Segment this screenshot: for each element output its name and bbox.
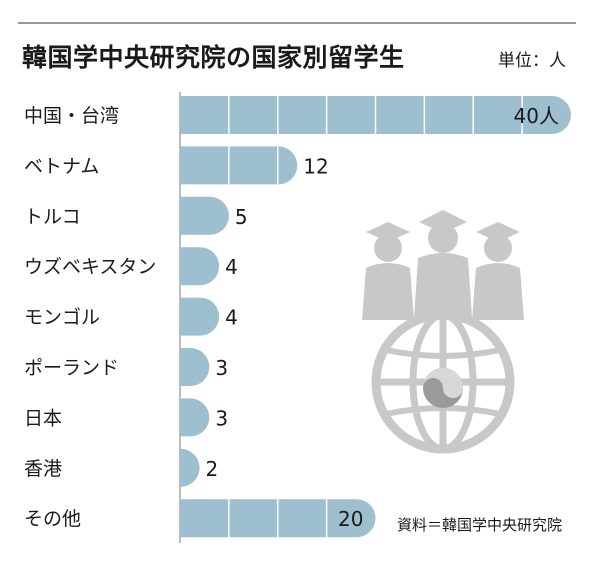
category-label: その他: [24, 508, 81, 530]
bar: [180, 247, 220, 286]
chart-title: 韓国学中央研究院の国家別留学生: [22, 43, 405, 72]
value-label: 2: [206, 457, 219, 481]
graduates-globe-icon: [362, 210, 524, 454]
category-label: トルコ: [24, 206, 81, 228]
bar: [180, 448, 200, 487]
value-label: 40人: [514, 104, 559, 128]
value-label: 12: [303, 154, 328, 178]
value-label: 4: [225, 306, 238, 330]
category-label: ベトナム: [24, 155, 99, 177]
source-note: 資料＝韓国学中央研究院: [397, 516, 563, 534]
bar: [180, 398, 210, 437]
value-label: 3: [215, 406, 228, 430]
unit-label: 単位：人: [498, 51, 566, 71]
category-label: ウズベキスタン: [24, 256, 156, 278]
value-label: 3: [215, 356, 228, 380]
value-label: 4: [225, 255, 238, 279]
top-rule: [18, 22, 576, 24]
bar: [180, 196, 229, 235]
bar: [180, 348, 210, 386]
category-label: ポーランド: [24, 357, 119, 379]
bar: [180, 297, 220, 336]
category-label: 中国・台湾: [24, 105, 119, 127]
value-label: 5: [235, 205, 248, 229]
value-label: 20: [338, 507, 363, 531]
category-label: 香港: [24, 458, 62, 480]
bar: [180, 146, 298, 185]
category-label: 日本: [24, 407, 62, 429]
category-label: モンゴル: [24, 307, 100, 329]
